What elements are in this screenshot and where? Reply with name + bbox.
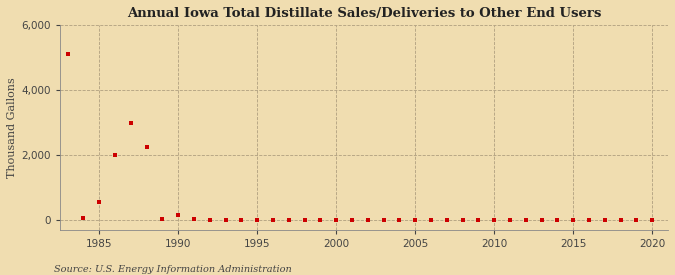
Point [62,52,73,57]
Point [536,217,547,222]
Point [188,217,199,222]
Point [220,217,231,222]
Point [78,216,88,220]
Point [426,217,437,222]
Point [505,217,516,222]
Point [631,217,642,222]
Point [552,217,563,222]
Point [94,199,105,204]
Point [647,217,657,222]
Point [236,217,247,222]
Point [362,217,373,222]
Point [520,217,531,222]
Point [284,217,294,222]
Point [457,217,468,222]
Point [584,217,595,222]
Point [299,217,310,222]
Point [157,217,168,221]
Point [252,217,263,222]
Point [126,120,136,125]
Point [315,217,326,222]
Point [615,217,626,222]
Point [109,153,120,157]
Point [378,217,389,222]
Y-axis label: Thousand Gallons: Thousand Gallons [7,77,17,178]
Point [205,217,215,222]
Point [267,217,278,222]
Point [394,217,405,222]
Point [568,217,578,222]
Point [410,217,421,222]
Title: Annual Iowa Total Distillate Sales/Deliveries to Other End Users: Annual Iowa Total Distillate Sales/Deliv… [127,7,601,20]
Point [331,217,342,222]
Point [489,217,500,222]
Point [599,217,610,222]
Point [441,217,452,222]
Text: Source: U.S. Energy Information Administration: Source: U.S. Energy Information Administ… [54,265,292,274]
Point [473,217,484,222]
Point [141,145,152,149]
Point [346,217,357,222]
Point [173,213,184,217]
